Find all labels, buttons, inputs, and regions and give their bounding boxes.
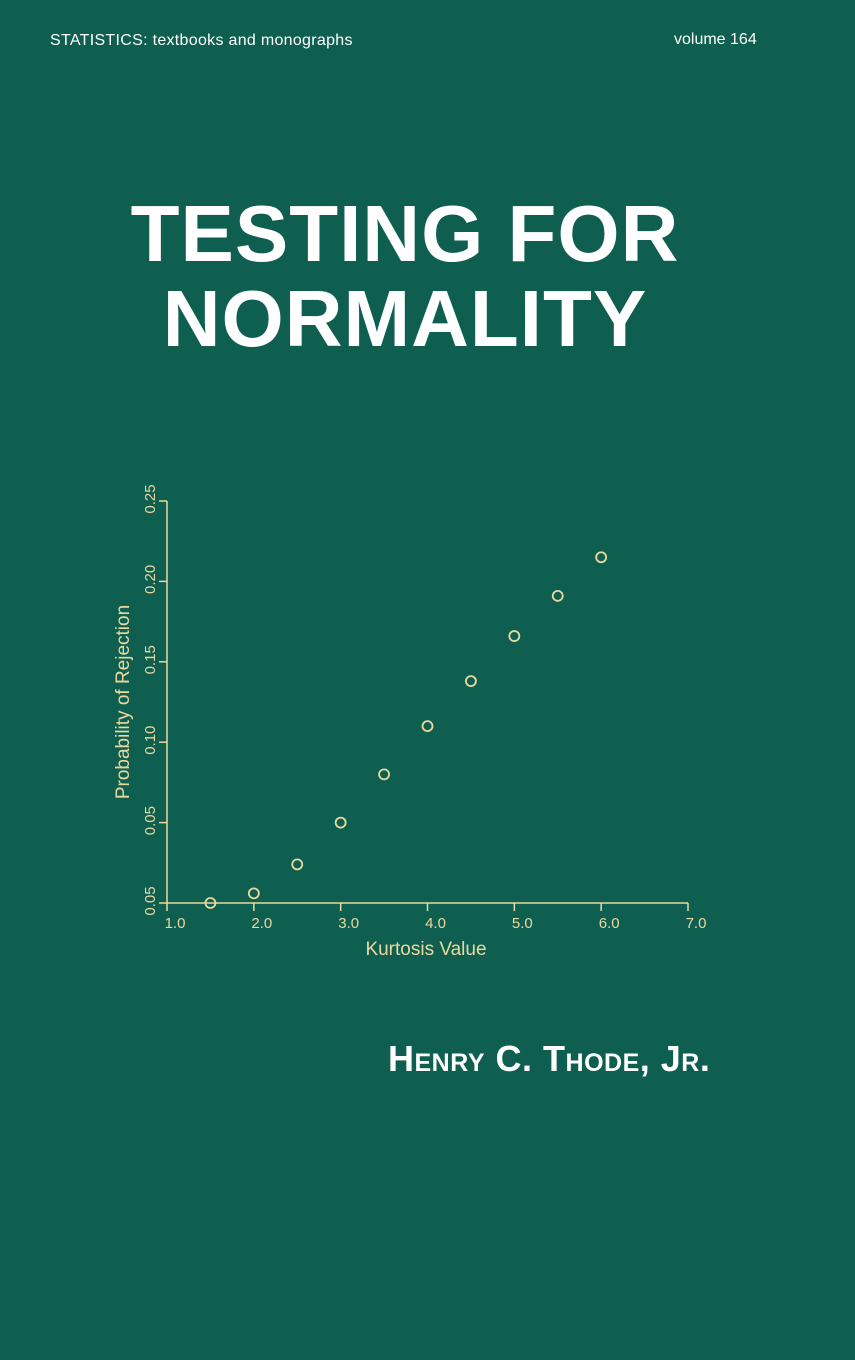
y-tick-label: 0.25 bbox=[142, 484, 159, 513]
y-tick-label: 0.10 bbox=[142, 726, 159, 755]
y-axis-ticks: 0.05 0.05 0.10 0.15 0.20 0.25 bbox=[142, 484, 167, 916]
data-point bbox=[551, 589, 564, 602]
data-point bbox=[334, 816, 347, 829]
x-tick-label: 3.0 bbox=[338, 915, 359, 932]
data-point bbox=[508, 630, 521, 642]
y-axis-label: Probability of Rejection bbox=[113, 605, 134, 799]
x-axis-ticks: 1.0 2.0 3.0 4.0 5.0 6.0 7.0 bbox=[165, 903, 707, 932]
data-point bbox=[595, 551, 608, 564]
x-axis-label: Kurtosis Value bbox=[365, 939, 486, 960]
y-tick-label: 0.05 bbox=[142, 886, 159, 915]
x-tick-label: 2.0 bbox=[251, 915, 272, 932]
x-tick-label: 1.0 bbox=[165, 915, 186, 932]
data-point bbox=[465, 675, 477, 687]
y-tick-label: 0.15 bbox=[142, 645, 159, 674]
x-tick-label: 6.0 bbox=[599, 915, 620, 932]
data-point bbox=[378, 768, 390, 781]
data-points bbox=[204, 551, 608, 909]
y-tick-label: 0.05 bbox=[142, 806, 159, 835]
y-tick-label: 0.20 bbox=[142, 565, 159, 594]
data-point bbox=[291, 858, 304, 871]
data-point bbox=[204, 897, 217, 909]
x-tick-label: 4.0 bbox=[425, 915, 446, 932]
author-name: Henry C. Thode, Jr. bbox=[388, 1038, 711, 1079]
x-tick-label: 5.0 bbox=[512, 915, 533, 932]
volume-label: volume 164 bbox=[674, 31, 757, 48]
series-label: STATISTICS: textbooks and monographs bbox=[50, 32, 353, 49]
data-point bbox=[421, 720, 434, 733]
book-title-line-1: TESTING FOR bbox=[130, 189, 680, 278]
book-title-line-2: NORMALITY bbox=[162, 274, 648, 363]
data-point bbox=[247, 887, 260, 900]
x-tick-label: 7.0 bbox=[686, 915, 707, 932]
